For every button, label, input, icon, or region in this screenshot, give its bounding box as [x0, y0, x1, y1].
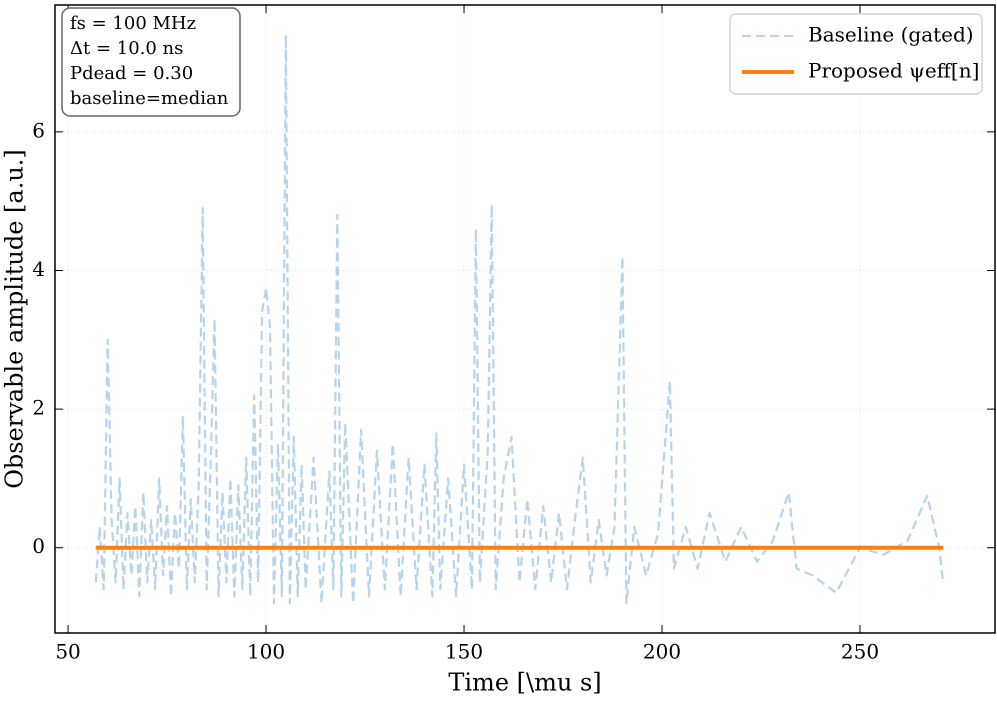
y-axis-label: Observable amplitude [a.u.]	[1, 149, 29, 489]
x-tick-label: 50	[55, 640, 80, 664]
x-tick-label: 150	[445, 640, 483, 664]
annotation-box	[61, 7, 241, 117]
plot-area	[55, 5, 995, 633]
annotation: baseline=median	[70, 88, 229, 109]
x-tick-label: 250	[841, 640, 879, 664]
series-line	[94, 33, 945, 605]
y-tick-label: 4	[32, 257, 45, 281]
annotation: Δt = 10.0 ns	[70, 38, 183, 59]
plot-frame	[54, 4, 996, 634]
y-tick-label: 2	[32, 396, 45, 420]
x-tick-label: 100	[247, 640, 285, 664]
annotation: Pdead = 0.30	[70, 63, 193, 84]
annotation: fs = 100 MHz	[70, 13, 196, 34]
legend-label: Proposed ψeff[n]	[808, 59, 979, 83]
x-axis-label: Time [\mu s]	[448, 669, 601, 697]
y-tick-label: 6	[32, 118, 45, 142]
y-tick-label: 0	[32, 534, 45, 558]
legend-label: Baseline (gated)	[808, 23, 974, 47]
x-tick-label: 200	[643, 640, 681, 664]
